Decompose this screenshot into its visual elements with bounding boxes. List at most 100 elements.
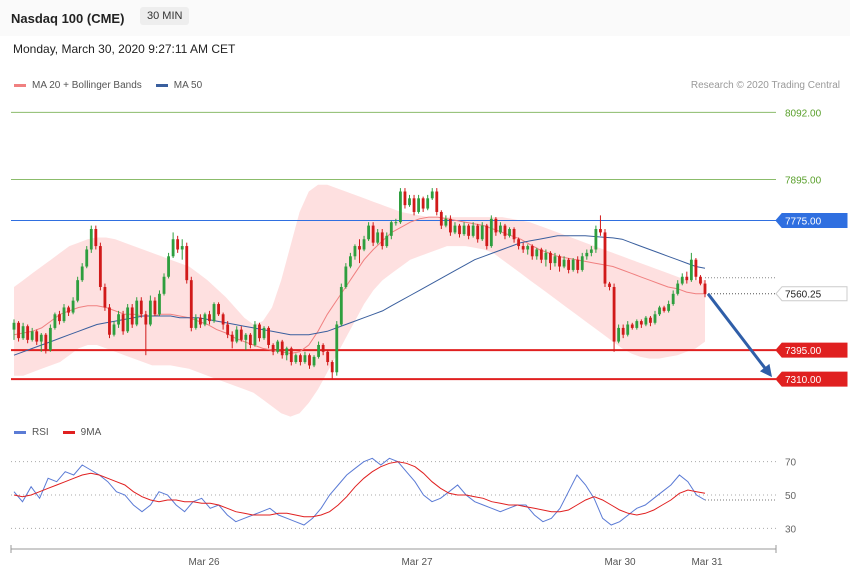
rsi-legend: RSI 9MA <box>14 427 101 438</box>
candle-body <box>380 232 384 247</box>
candle-body <box>562 259 566 267</box>
candle-body <box>212 304 216 322</box>
x-tick-label: Mar 30 <box>604 557 636 568</box>
candle-body <box>171 239 175 257</box>
candle-body <box>449 218 452 233</box>
candle-body <box>444 218 448 226</box>
candle-body <box>208 314 211 322</box>
candle-body <box>621 327 625 335</box>
candle-body <box>644 317 648 325</box>
candle-body <box>594 229 598 250</box>
candle-body <box>17 322 20 339</box>
candle-body <box>285 348 289 356</box>
ma50-legend-label: MA 50 <box>173 80 203 91</box>
candle-body <box>439 211 443 226</box>
candle-body <box>658 307 661 315</box>
candle-body <box>680 276 684 284</box>
candle-body <box>89 229 93 250</box>
candle-body <box>339 286 343 325</box>
candle-body <box>344 266 348 287</box>
candle-body <box>271 344 275 352</box>
candle-body <box>530 246 534 257</box>
candle-body <box>58 314 61 322</box>
rsi-tick-50: 50 <box>785 491 797 502</box>
candle-body <box>549 252 552 264</box>
candle-body <box>517 239 521 247</box>
candle-body <box>489 218 493 247</box>
candle-body <box>148 300 152 325</box>
candle-body <box>185 246 189 281</box>
candle-body <box>280 341 284 356</box>
candle-body <box>535 249 539 257</box>
ma9-legend-label: 9MA <box>80 427 102 438</box>
candle-body <box>612 286 616 342</box>
candle-body <box>176 239 180 250</box>
candle-body <box>453 225 457 233</box>
candle-body <box>539 249 543 260</box>
candle-body <box>630 324 634 328</box>
candle-body <box>262 327 266 339</box>
candle-body <box>662 307 666 311</box>
candle-body <box>85 249 89 267</box>
candle-body <box>39 334 43 342</box>
candle-body <box>376 232 380 243</box>
candle-body <box>403 191 407 206</box>
x-tick-label: Mar 27 <box>401 557 433 568</box>
instrument-title: Nasdaq 100 (CME) <box>11 11 125 26</box>
candle-body <box>608 283 611 287</box>
candle-body <box>635 321 639 328</box>
candle-body <box>508 229 511 236</box>
candle-body <box>80 266 84 281</box>
candle-body <box>585 252 589 257</box>
level-label-3: 7560.25 <box>785 290 822 301</box>
candle-body <box>321 344 325 352</box>
candle-body <box>180 246 184 250</box>
candle-body <box>258 324 261 339</box>
candle-body <box>298 355 302 363</box>
candle-body <box>494 218 498 233</box>
candle-body <box>435 191 439 212</box>
candle-body <box>289 348 293 363</box>
candle-body <box>567 259 571 270</box>
candle-body <box>48 327 52 351</box>
candle-body <box>603 232 607 284</box>
x-tick-label: Mar 26 <box>188 557 220 568</box>
candle-body <box>589 249 593 253</box>
candle-body <box>67 307 70 313</box>
candle-body <box>353 246 357 257</box>
candle-body <box>653 314 657 323</box>
candle-body <box>417 198 421 212</box>
credit-text: Research © 2020 Trading Central <box>690 80 840 91</box>
candle-body <box>230 334 234 342</box>
candle-body <box>399 191 402 223</box>
candle-body <box>367 225 371 240</box>
candle-body <box>26 326 30 340</box>
candle-body <box>317 344 320 357</box>
candle-body <box>239 329 243 340</box>
candle-body <box>389 222 393 236</box>
candle-body <box>362 239 366 250</box>
level-label-4: 7395.00 <box>785 346 822 357</box>
candle-body <box>689 259 693 281</box>
candle-body <box>408 198 411 206</box>
candle-body <box>135 300 139 325</box>
candle-body <box>617 327 621 342</box>
level-tag-4 <box>775 342 848 358</box>
candle-body <box>430 191 434 199</box>
candle-body <box>358 246 361 250</box>
candle-body <box>221 314 225 325</box>
candle-body <box>671 293 675 305</box>
candle-body <box>626 324 630 335</box>
candle-body <box>203 314 207 325</box>
candle-body <box>421 198 425 209</box>
candle-body <box>244 334 248 340</box>
candle-body <box>485 225 489 247</box>
ma50-swatch <box>155 84 168 87</box>
level-label-1: 7895.00 <box>785 176 822 187</box>
candle-body <box>639 321 643 325</box>
timeframe-badge[interactable]: 30 MIN <box>140 7 190 25</box>
level-label-2: 7775.00 <box>785 216 822 227</box>
candle-body <box>35 331 39 342</box>
x-tick-label: Mar 31 <box>691 557 723 568</box>
